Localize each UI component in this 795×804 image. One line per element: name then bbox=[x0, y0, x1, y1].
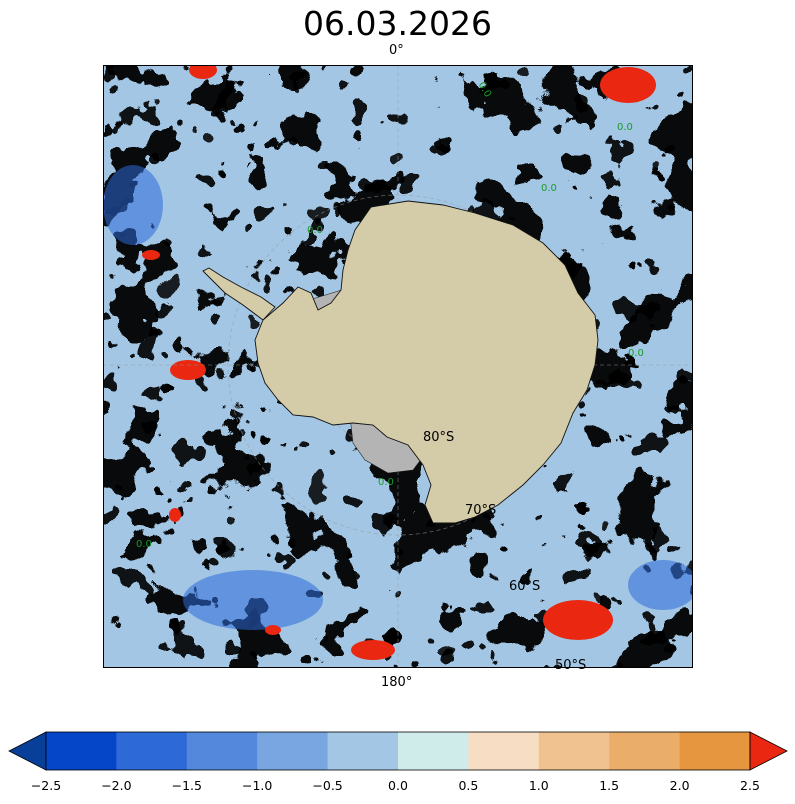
colorbar-border bbox=[45, 731, 751, 771]
colorbar-tick-label: 2.0 bbox=[669, 778, 690, 793]
colorbar-segment bbox=[538, 732, 610, 770]
antarctica-landmass bbox=[254, 200, 599, 524]
colorbar-tick-label: −1.5 bbox=[171, 778, 202, 793]
contour-label: 0.0 bbox=[307, 225, 323, 236]
colorbar-tick-label: 0.5 bbox=[458, 778, 479, 793]
contour-label: 0.0 bbox=[378, 477, 394, 488]
colorbar-segment bbox=[257, 732, 329, 770]
colorbar-segment bbox=[679, 732, 751, 770]
polar-map bbox=[103, 65, 693, 668]
colorbar-segment bbox=[46, 732, 117, 770]
contour-label: 0.0 bbox=[617, 122, 633, 133]
contour-label: 0.0 bbox=[628, 348, 644, 359]
contour-label: 0.0 bbox=[541, 183, 557, 194]
colorbar-segment bbox=[186, 732, 258, 770]
colorbar-tick-label: 0.0 bbox=[388, 778, 408, 793]
latitude-label-50: 50°S bbox=[555, 658, 587, 673]
map-title: 06.03.2026 bbox=[303, 4, 492, 43]
latitude-label-70: 70°S bbox=[465, 503, 497, 518]
colorbar-tick-label: 1.0 bbox=[528, 778, 549, 793]
colorbar-segment bbox=[609, 732, 681, 770]
antarctic-peninsula bbox=[202, 267, 276, 321]
colorbar-segment bbox=[468, 732, 540, 770]
colorbar-segment bbox=[116, 732, 188, 770]
colorbar-tick-label: −1.0 bbox=[242, 778, 273, 793]
colorbar-tick-label: 2.5 bbox=[740, 778, 760, 793]
colorbar bbox=[8, 731, 788, 771]
colorbar-tick-label: −0.5 bbox=[312, 778, 343, 793]
colorbar-tick-label: 1.5 bbox=[599, 778, 620, 793]
meridian-label-0: 0° bbox=[389, 43, 404, 58]
colorbar-tick-label: −2.5 bbox=[30, 778, 62, 793]
colorbar-over-extend bbox=[749, 731, 788, 771]
latitude-label-60: 60°S bbox=[509, 579, 541, 594]
contour-label: 0.0 bbox=[136, 539, 152, 550]
colorbar-tick-label: −2.0 bbox=[101, 778, 132, 793]
latitude-label-80: 80°S bbox=[423, 430, 455, 445]
meridian-label-180: 180° bbox=[381, 675, 413, 690]
colorbar-under-extend bbox=[8, 731, 47, 771]
colorbar-segment bbox=[398, 732, 469, 770]
colorbar-segment bbox=[327, 732, 399, 770]
